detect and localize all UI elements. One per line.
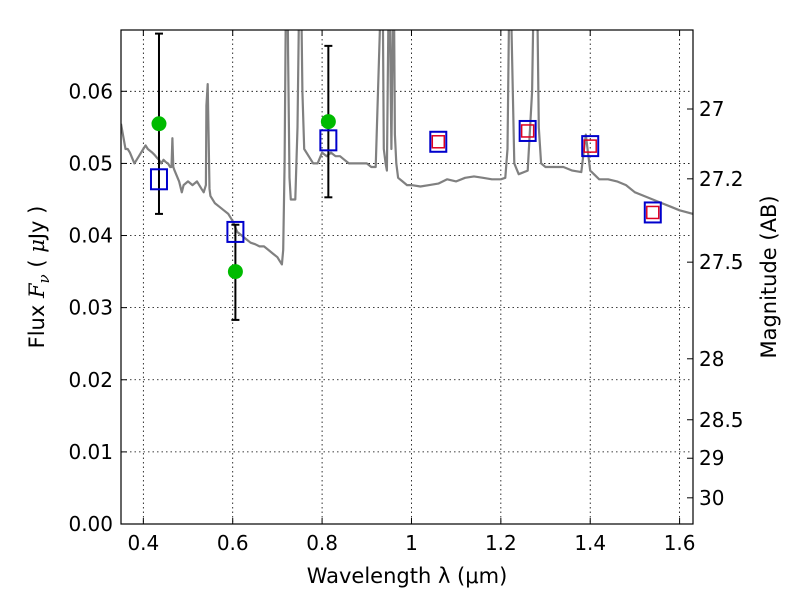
magnitude-tick-label: 29 <box>699 446 724 470</box>
y-tick-label: 0.02 <box>68 368 113 392</box>
tick-marks <box>121 30 693 525</box>
magnitude-tick-label: 27.2 <box>699 167 744 191</box>
spectrum-line <box>121 30 693 266</box>
model-square <box>518 119 537 142</box>
model-square <box>149 168 168 191</box>
model-square <box>429 130 448 153</box>
y-tick-label: 0.05 <box>68 151 113 175</box>
magnitude-axis-label: Magnitude (AB) <box>757 195 781 358</box>
model-inner-square <box>520 124 535 138</box>
spectrum-layer <box>121 30 693 266</box>
model-square <box>581 135 600 158</box>
observed-point <box>320 114 336 130</box>
model-inner-square <box>431 135 446 149</box>
magnitude-tick-label: 28 <box>699 347 724 371</box>
grid <box>121 30 693 524</box>
y-tick-label: 0.00 <box>68 512 113 536</box>
magnitude-tick-label: 30 <box>699 486 724 510</box>
y-tick-label: 0.01 <box>68 440 113 464</box>
magnitude-tick-label: 27.5 <box>699 250 744 274</box>
model-inner-square <box>583 139 597 153</box>
x-tick-label: 1.2 <box>485 531 517 555</box>
x-tick-label: 0.8 <box>306 531 338 555</box>
tick-labels: 0.4 0.6 0.8 1 1.2 1.4 1.6 0.00 0.01 0.02 0.03 0.04 0… <box>68 79 743 555</box>
y-axis-label: Flux Fν ( μJy ) <box>25 206 53 349</box>
magnitude-tick-label: 28.5 <box>699 408 744 432</box>
marker-layer <box>149 114 662 280</box>
x-tick-label: 0.6 <box>217 531 249 555</box>
model-square <box>643 201 662 224</box>
x-tick-label: 1 <box>405 531 418 555</box>
y-tick-label: 0.04 <box>68 224 113 248</box>
x-tick-label: 0.4 <box>127 531 159 555</box>
plot-frame <box>120 29 694 525</box>
observed-point <box>151 116 167 132</box>
x-tick-label: 1.6 <box>664 531 696 555</box>
observed-point <box>227 264 243 280</box>
y-tick-label: 0.06 <box>68 79 113 103</box>
magnitude-tick-label: 27 <box>699 97 724 121</box>
x-tick-label: 1.4 <box>574 531 606 555</box>
model-square <box>319 129 338 152</box>
model-inner-square <box>646 205 660 220</box>
model-square <box>226 220 245 243</box>
x-axis-label: Wavelength λ (μm) <box>307 564 508 588</box>
y-tick-label: 0.03 <box>68 296 113 320</box>
